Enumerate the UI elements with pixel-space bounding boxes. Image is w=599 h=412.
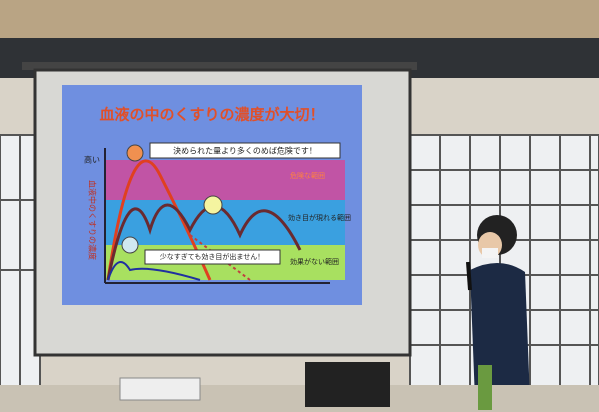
low-dose-curve [107,261,201,281]
bottle [478,365,492,410]
effective-zone [105,200,345,245]
proper-dose-curve [106,203,302,281]
y-high-label: 高い [84,155,100,165]
danger-note: 決められた量より多くのめば危険です！ [173,146,317,156]
laptop [305,362,390,407]
high-dose-curve [106,159,212,281]
slide-title: 血液の中のくすりの濃度が大切！ [99,106,324,124]
danger-zone [105,160,345,200]
zone-label: 危険な範囲 [290,171,325,180]
sad-face [121,236,139,254]
smile-face [203,195,223,215]
projector [119,377,201,401]
ceiling [0,0,599,40]
y-axis-label: 血液中のくすりの濃度 [88,180,98,260]
window-grid [0,134,599,391]
low-note: 少なすぎても効き目が出ません！ [160,252,264,261]
zone-label: 効果がない範囲 [290,257,339,266]
danger-note-box [149,142,341,159]
screen-bar [22,62,417,70]
zone-label: 効き目が現れる範囲 [288,213,351,222]
table [0,385,599,412]
low-note-box [144,249,281,265]
angry-face [126,144,144,162]
